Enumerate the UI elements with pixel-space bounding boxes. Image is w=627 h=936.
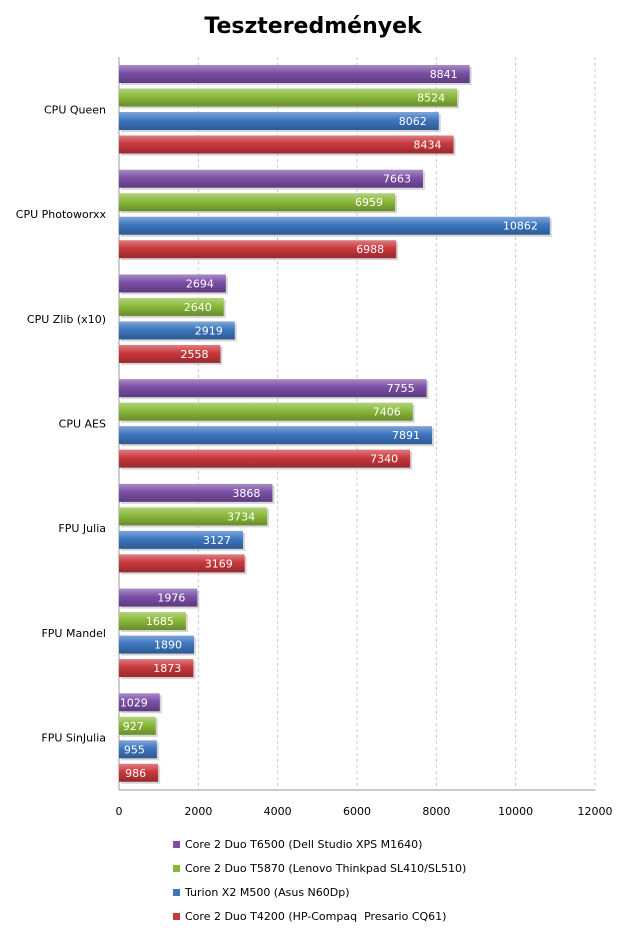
category-labels: CPU Queen CPU Photoworxx CPU Zlib (x10) CPU… <box>16 103 107 744</box>
bar-value-label: 6959 <box>355 196 383 209</box>
bar <box>119 507 268 526</box>
legend-label: Core 2 Duo T5870 (Lenovo Thinkpad SL410/… <box>185 862 466 875</box>
bar-value-label: 7340 <box>370 453 398 466</box>
x-tick-label: 10000 <box>498 805 533 818</box>
x-tick-labels: 0 2000 4000 6000 8000 10000 12000 <box>116 805 613 818</box>
x-tick-label: 8000 <box>422 805 450 818</box>
bar-value-label: 986 <box>125 767 146 780</box>
bar-value-label: 1976 <box>157 592 185 605</box>
bar <box>119 588 198 607</box>
bar-value-label: 1029 <box>120 696 148 709</box>
legend-label: Turion X2 M500 (Asus N60Dp) <box>184 886 350 899</box>
gridlines <box>118 57 596 791</box>
bar <box>119 379 427 398</box>
bar <box>119 240 397 259</box>
bar <box>119 554 245 573</box>
bar-value-label: 7755 <box>387 382 415 395</box>
bar <box>119 216 550 235</box>
bar-value-label: 2558 <box>180 348 208 361</box>
bar <box>119 135 454 154</box>
category-label: CPU Photoworxx <box>16 208 107 221</box>
bar <box>119 483 273 502</box>
bar-value-label: 7663 <box>383 173 411 186</box>
x-tick-label: 12000 <box>578 805 613 818</box>
bar <box>119 763 159 782</box>
legend-swatch <box>173 841 180 848</box>
category-label: FPU SinJulia <box>41 732 106 745</box>
bar-value-label: 1890 <box>154 639 182 652</box>
bar <box>119 193 396 212</box>
bar <box>119 635 194 654</box>
bar-value-label: 10862 <box>503 220 538 233</box>
legend-label: Core 2 Duo T4200 (HP-Compaq Presario CQ6… <box>185 910 446 923</box>
bar-value-label: 8841 <box>430 68 458 81</box>
bar-value-label: 8062 <box>399 115 427 128</box>
bar-value-label: 3734 <box>227 510 255 523</box>
category-label: CPU AES <box>59 418 106 431</box>
bar-value-label: 3169 <box>205 557 233 570</box>
category-label: FPU Mandel <box>41 627 106 640</box>
bar-value-label: 927 <box>123 720 144 733</box>
bar <box>119 169 423 188</box>
bar <box>119 659 194 678</box>
legend: Core 2 Duo T6500 (Dell Studio XPS M1640)… <box>173 838 466 923</box>
bar-value-label: 6988 <box>356 243 384 256</box>
category-label: FPU Julia <box>58 522 106 535</box>
legend-swatch <box>173 889 180 896</box>
category-label: CPU Zlib (x10) <box>27 313 106 326</box>
bar <box>119 426 433 445</box>
bar-value-label: 8434 <box>414 139 442 152</box>
bar <box>119 402 413 421</box>
bar <box>119 297 224 316</box>
bar <box>119 65 470 83</box>
bar-value-label: 955 <box>124 743 145 756</box>
x-tick-label: 0 <box>116 805 123 818</box>
bar <box>119 740 157 759</box>
bar <box>119 321 235 340</box>
x-tick-label: 4000 <box>264 805 292 818</box>
x-tick-label: 6000 <box>343 805 371 818</box>
bar-value-label: 2919 <box>195 324 223 337</box>
bar <box>119 693 160 712</box>
x-tick-label: 2000 <box>184 805 212 818</box>
bar <box>119 530 244 549</box>
bar-value-label: 7406 <box>373 406 401 419</box>
bar <box>119 112 439 130</box>
legend-swatch <box>173 913 180 920</box>
bar <box>119 716 156 735</box>
category-label: CPU Queen <box>44 103 106 116</box>
bar-value-label: 3868 <box>232 487 260 500</box>
bar-value-label: 2694 <box>186 277 214 290</box>
bar-value-label: 8524 <box>417 92 445 105</box>
bar-value-label: 2640 <box>184 301 212 314</box>
bar <box>119 274 226 293</box>
bar-value-label: 1685 <box>146 615 174 628</box>
legend-label: Core 2 Duo T6500 (Dell Studio XPS M1640) <box>185 838 422 851</box>
bar-value-label: 1873 <box>153 662 181 675</box>
bar-value-label: 3127 <box>203 534 231 547</box>
bar <box>119 449 411 468</box>
bar <box>119 88 458 107</box>
bar-value-label: 7891 <box>392 429 420 442</box>
chart-title: Teszteredmények <box>204 14 423 39</box>
bar <box>119 344 221 363</box>
legend-swatch <box>173 865 180 872</box>
bar <box>119 612 186 631</box>
